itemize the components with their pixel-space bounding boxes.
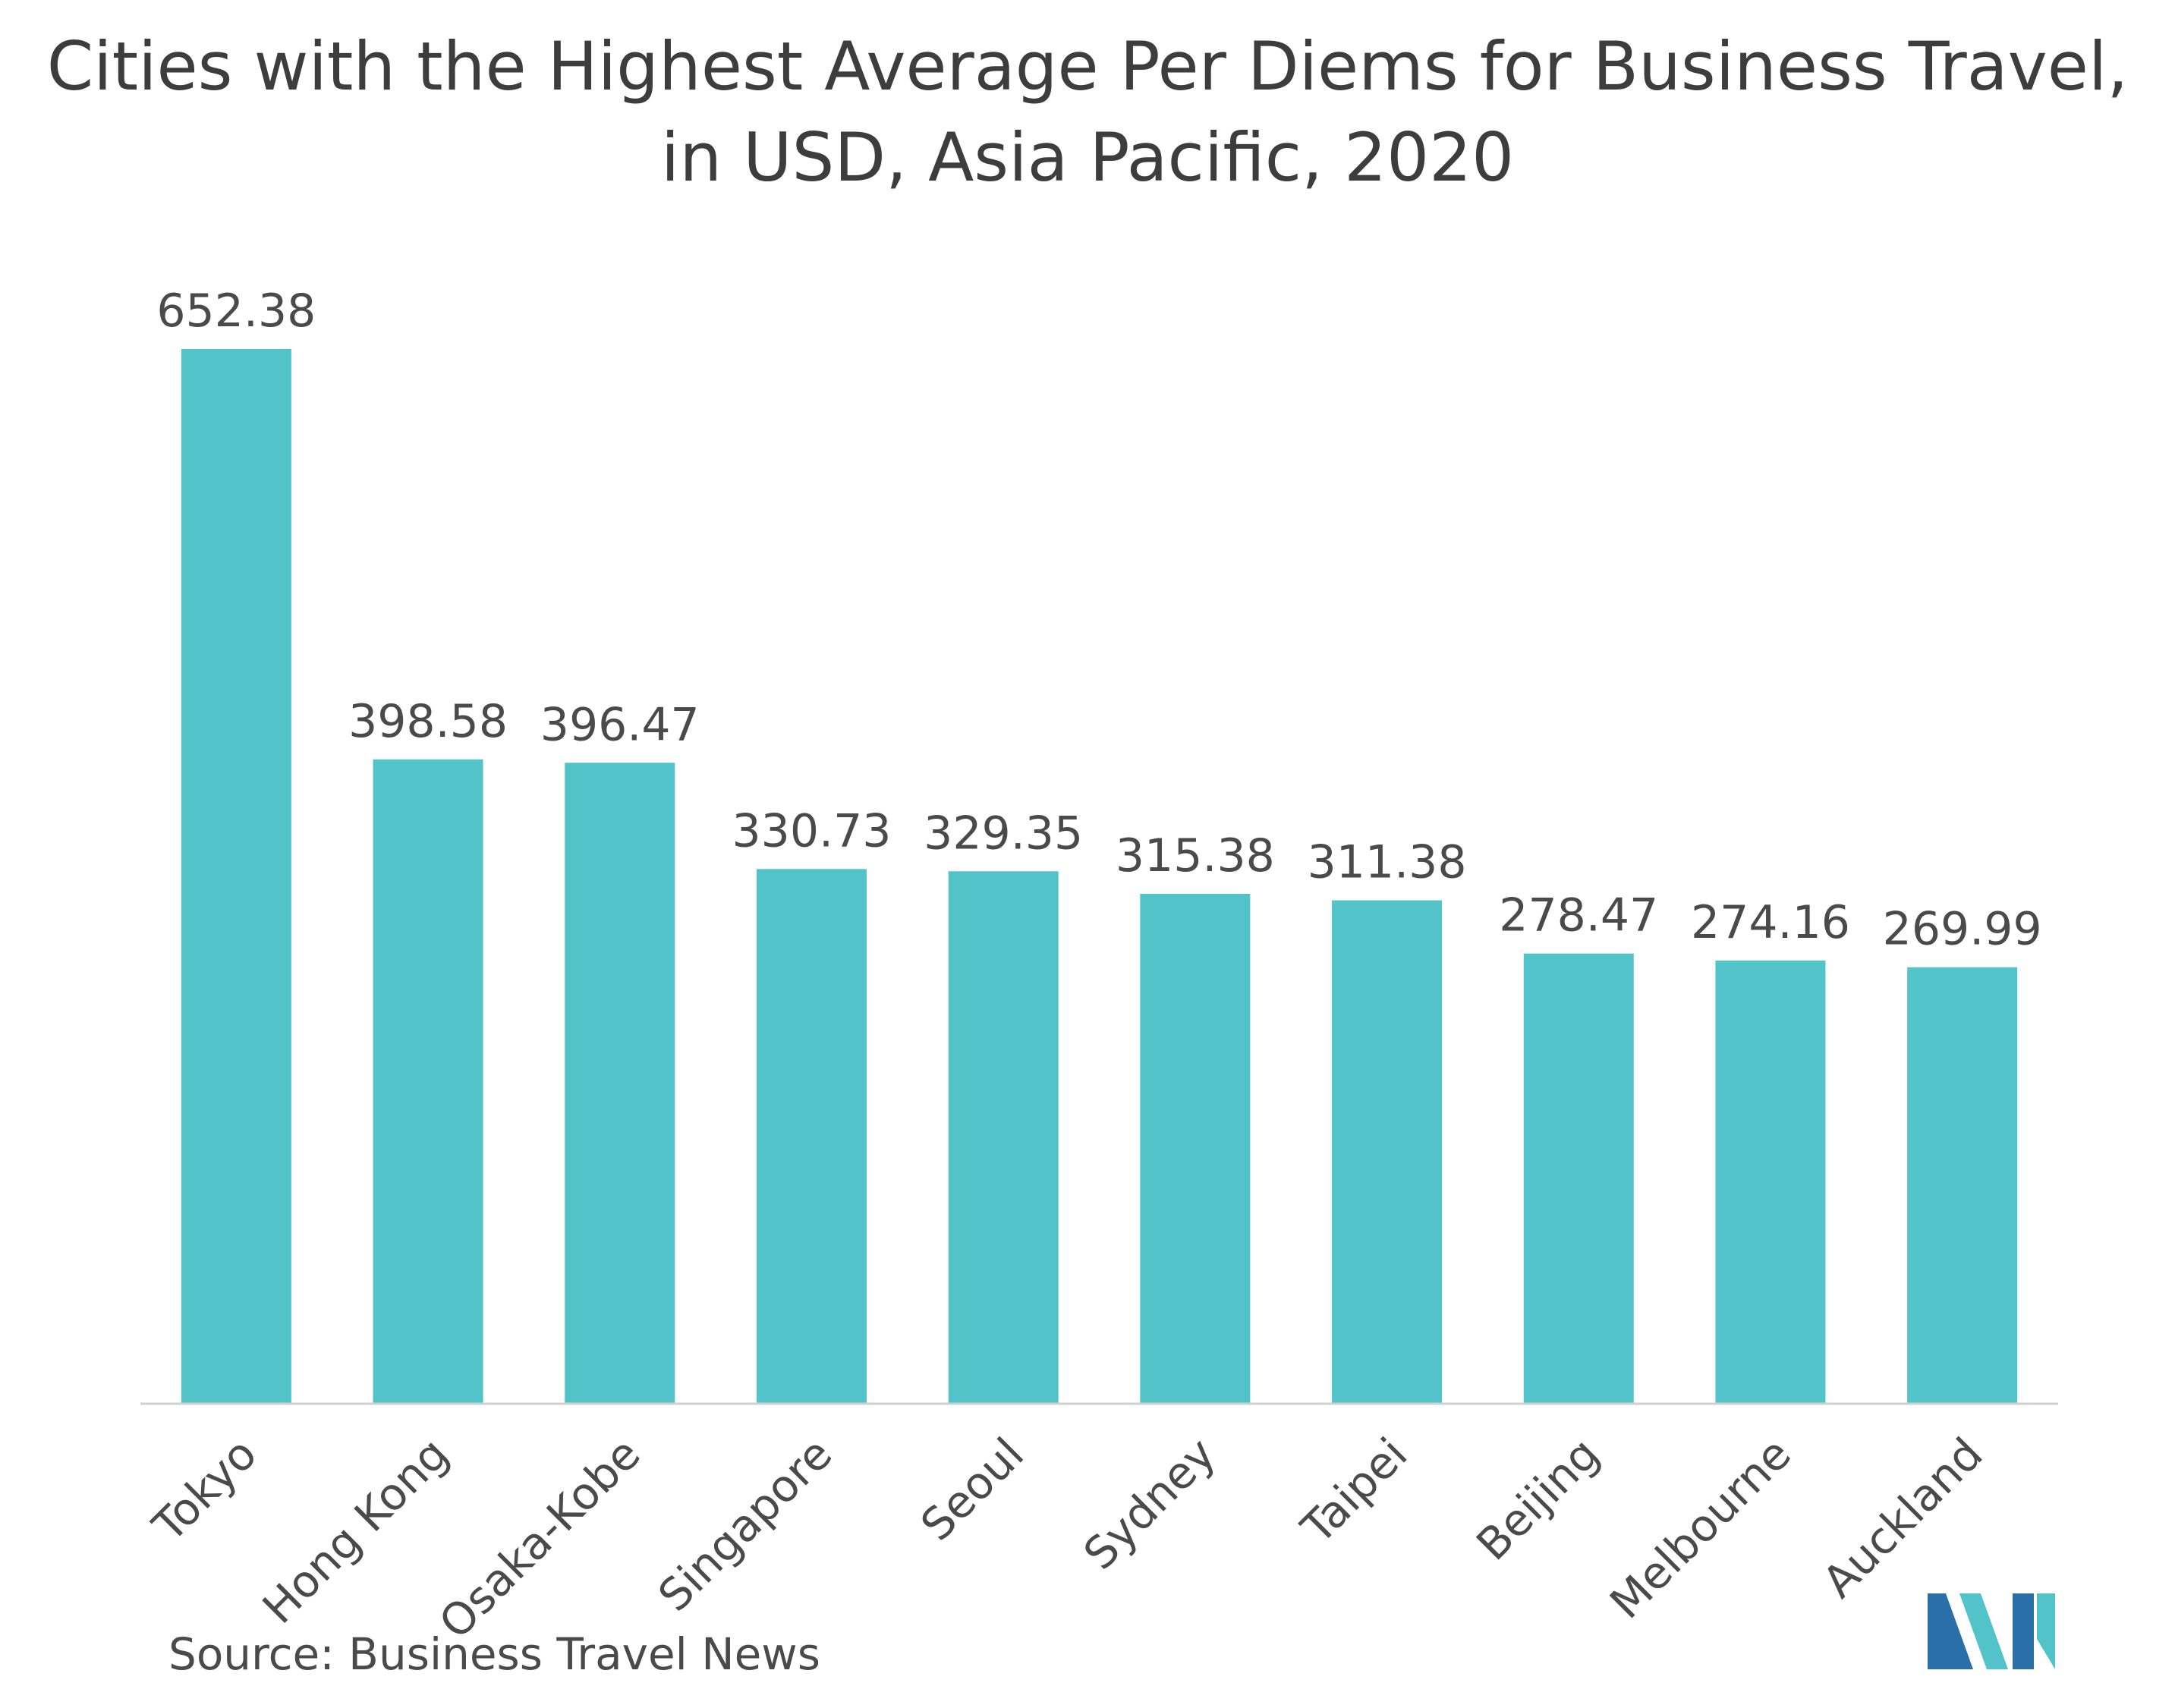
value-label: 311.38 [1308, 836, 1467, 889]
x-tick-label: Beijing [1466, 1428, 1609, 1571]
value-label: 652.38 [156, 285, 316, 338]
bar-auckland [1907, 967, 2018, 1404]
x-tick-label: Taipei [1291, 1428, 1417, 1554]
mordor-intelligence-logo-icon [1928, 1593, 2055, 1669]
bar-hong-kong [373, 759, 483, 1404]
bar-melbourne [1715, 960, 1826, 1404]
bars-group [181, 349, 2018, 1404]
x-tick-label: Tokyo [143, 1428, 267, 1552]
bar-beijing [1523, 953, 1634, 1404]
x-tick-label: Auckland [1813, 1428, 1993, 1608]
bar-seoul [948, 871, 1059, 1404]
x-tick-label: Osaka-Kobe [430, 1428, 650, 1649]
bar-tokyo [181, 349, 291, 1404]
value-label: 396.47 [540, 698, 700, 751]
bar-osaka-kobe [565, 763, 675, 1404]
x-tick-label: Hong Kong [253, 1428, 458, 1634]
value-label: 278.47 [1499, 889, 1658, 942]
value-label: 315.38 [1116, 829, 1275, 882]
x-tick-label: Melbourne [1600, 1428, 1801, 1629]
x-tick-label: Sydney [1074, 1428, 1226, 1580]
value-label: 269.99 [1883, 903, 2042, 956]
chart-title-line-2: in USD, Asia Pacific, 2020 [660, 118, 1515, 197]
source-note: Source: Business Travel News [168, 1628, 820, 1680]
bar-singapore [756, 869, 867, 1404]
value-label: 329.35 [924, 807, 1083, 860]
chart-title-line-1: Cities with the Highest Average Per Diem… [46, 27, 2129, 105]
value-label: 274.16 [1691, 896, 1850, 949]
chart-title: Cities with the Highest Average Per Diem… [0, 21, 2175, 203]
value-labels-group: 652.38 398.58 396.47 330.73 329.35 315.38 311.… [156, 285, 2041, 956]
bar-taipei [1332, 900, 1443, 1404]
x-tick-label: Singapore [648, 1428, 842, 1621]
x-tick-label: Seoul [911, 1428, 1034, 1551]
bar-sydney [1140, 894, 1251, 1404]
value-label: 330.73 [732, 804, 891, 857]
value-label: 398.58 [348, 695, 508, 748]
